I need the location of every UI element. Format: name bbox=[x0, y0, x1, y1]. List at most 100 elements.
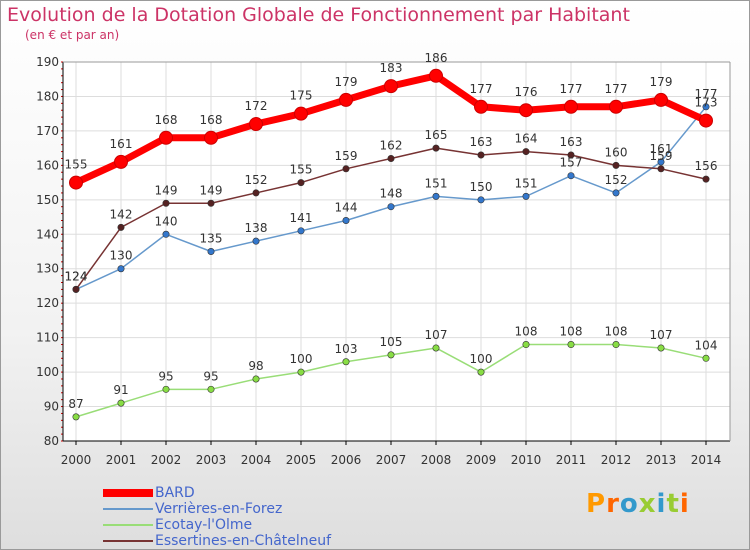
data-point bbox=[474, 99, 488, 114]
data-point bbox=[117, 223, 125, 231]
data-point bbox=[207, 248, 215, 256]
data-point bbox=[69, 175, 83, 190]
data-point bbox=[114, 154, 128, 169]
data-point bbox=[699, 113, 713, 128]
data-point bbox=[567, 341, 575, 349]
data-point bbox=[657, 158, 665, 166]
data-label: 108 bbox=[560, 325, 583, 339]
data-label: 144 bbox=[335, 200, 358, 214]
data-label: 138 bbox=[245, 221, 268, 235]
logo-letter: i bbox=[656, 489, 667, 519]
data-label: 186 bbox=[425, 51, 448, 65]
y-tick-label: 160 bbox=[36, 158, 59, 172]
x-tick-label: 2004 bbox=[241, 453, 272, 467]
y-tick-label: 130 bbox=[36, 262, 59, 276]
x-tick-label: 2006 bbox=[331, 453, 362, 467]
data-label: 177 bbox=[560, 82, 583, 96]
data-label: 177 bbox=[695, 87, 718, 101]
proxiti-logo: Proxiti bbox=[586, 489, 690, 519]
data-label: 151 bbox=[515, 176, 538, 190]
data-point bbox=[339, 92, 353, 107]
data-label: 151 bbox=[425, 176, 448, 190]
data-label: 105 bbox=[380, 335, 403, 349]
logo-letter: i bbox=[679, 489, 690, 519]
data-point bbox=[612, 161, 620, 169]
x-tick-label: 2011 bbox=[556, 453, 587, 467]
data-label: 164 bbox=[515, 132, 538, 146]
data-label: 95 bbox=[158, 369, 173, 383]
data-label: 168 bbox=[200, 113, 223, 127]
chart-title: Evolution de la Dotation Globale de Fonc… bbox=[7, 4, 630, 26]
data-point bbox=[477, 196, 485, 204]
y-tick-label: 110 bbox=[36, 331, 59, 345]
y-tick-label: 170 bbox=[36, 124, 59, 138]
data-point bbox=[612, 189, 620, 197]
data-point bbox=[429, 68, 443, 83]
logo-letter: r bbox=[606, 489, 620, 519]
data-label: 161 bbox=[650, 142, 673, 156]
data-point bbox=[567, 172, 575, 180]
x-tick-label: 2012 bbox=[601, 453, 632, 467]
data-label: 163 bbox=[560, 135, 583, 149]
data-point bbox=[387, 351, 395, 359]
data-point bbox=[384, 79, 398, 94]
data-label: 155 bbox=[65, 158, 88, 172]
data-point bbox=[477, 368, 485, 376]
data-point bbox=[117, 265, 125, 273]
logo-letter: o bbox=[619, 489, 639, 519]
data-point bbox=[162, 230, 170, 238]
data-label: 107 bbox=[425, 328, 448, 342]
data-point bbox=[702, 103, 710, 111]
data-point bbox=[657, 165, 665, 173]
x-tick-label: 2009 bbox=[466, 453, 497, 467]
data-label: 140 bbox=[155, 214, 178, 228]
data-point bbox=[567, 151, 575, 159]
data-point bbox=[294, 106, 308, 121]
legend-swatch-bard bbox=[103, 489, 153, 497]
data-point bbox=[564, 99, 578, 114]
data-point bbox=[702, 354, 710, 362]
data-label: 142 bbox=[110, 207, 133, 221]
data-label: 156 bbox=[695, 159, 718, 173]
data-label: 98 bbox=[248, 359, 263, 373]
data-label: 161 bbox=[110, 137, 133, 151]
data-label: 163 bbox=[470, 135, 493, 149]
data-label: 177 bbox=[605, 82, 628, 96]
logo-letter: x bbox=[638, 489, 657, 519]
data-point bbox=[342, 165, 350, 173]
x-tick-label: 2007 bbox=[376, 453, 407, 467]
data-label: 87 bbox=[68, 397, 83, 411]
data-point bbox=[72, 413, 80, 421]
data-label: 152 bbox=[245, 173, 268, 187]
legend-swatch-verrieres bbox=[103, 508, 153, 510]
data-label: 108 bbox=[605, 325, 628, 339]
data-label: 165 bbox=[425, 128, 448, 142]
data-point bbox=[297, 368, 305, 376]
y-tick-label: 140 bbox=[36, 227, 59, 241]
x-tick-label: 2001 bbox=[106, 453, 137, 467]
data-label: 172 bbox=[245, 99, 268, 113]
data-label: 175 bbox=[290, 89, 313, 103]
data-point bbox=[657, 344, 665, 352]
data-label: 100 bbox=[290, 352, 313, 366]
data-label: 168 bbox=[155, 113, 178, 127]
data-point bbox=[432, 344, 440, 352]
data-point bbox=[522, 192, 530, 200]
y-tick-label: 190 bbox=[36, 55, 59, 69]
data-point bbox=[654, 92, 668, 107]
x-tick-label: 2003 bbox=[196, 453, 227, 467]
data-label: 159 bbox=[650, 149, 673, 163]
data-label: 91 bbox=[113, 383, 128, 397]
x-tick-label: 2013 bbox=[646, 453, 677, 467]
data-point bbox=[612, 341, 620, 349]
legend-label-ecotay: Ecotay-l'Olme bbox=[155, 517, 253, 533]
data-point bbox=[522, 148, 530, 156]
data-point bbox=[252, 189, 260, 197]
data-point bbox=[432, 144, 440, 152]
data-point bbox=[117, 399, 125, 407]
data-point bbox=[207, 199, 215, 207]
x-tick-label: 2008 bbox=[421, 453, 452, 467]
data-point bbox=[702, 175, 710, 183]
data-point bbox=[252, 375, 260, 383]
data-label: 124 bbox=[65, 269, 88, 283]
